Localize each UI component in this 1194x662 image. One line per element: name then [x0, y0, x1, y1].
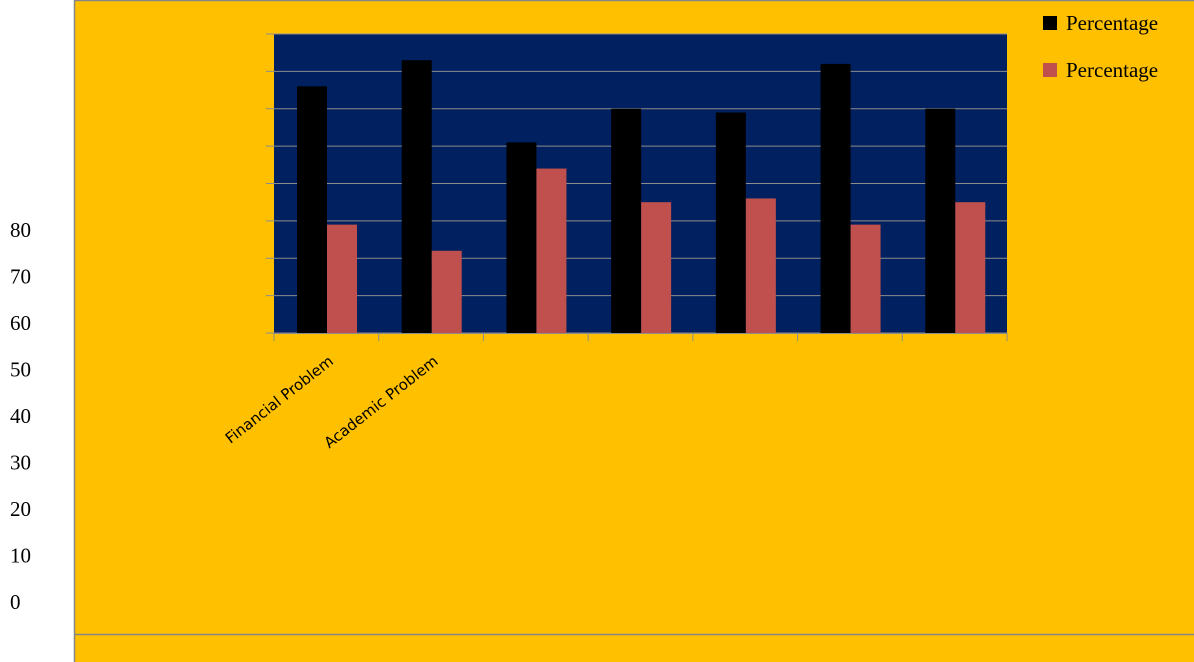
legend-swatch-series-2	[1043, 63, 1057, 77]
y-tick-label: 70	[10, 265, 31, 289]
bar-series-1-6	[820, 63, 851, 334]
bar-series-2-4	[641, 202, 672, 333]
y-tick-label: 60	[10, 311, 31, 335]
legend-label-series-2: Percentage	[1066, 58, 1158, 82]
bar-series-2-2	[431, 250, 462, 333]
bar-series-2-6	[850, 224, 881, 333]
y-tick-label: 20	[10, 497, 31, 521]
y-tick-label: 30	[10, 451, 31, 475]
y-tick-label: 50	[10, 358, 31, 382]
y-tick-label: 0	[10, 590, 21, 614]
bar-series-1-3	[506, 142, 537, 333]
bars	[297, 60, 986, 334]
bar-series-2-5	[745, 198, 776, 333]
bar-series-2-1	[327, 224, 357, 333]
bar-series-1-7	[925, 108, 956, 333]
y-tick-label: 10	[10, 544, 31, 568]
legend: Percentage Percentage	[1043, 11, 1158, 82]
bar-series-2-3	[536, 168, 567, 333]
legend-swatch-series-1	[1043, 16, 1057, 30]
bar-series-1-1	[297, 86, 327, 333]
legend-label-series-1: Percentage	[1066, 11, 1158, 35]
y-tick-label: 40	[10, 404, 31, 428]
bar-series-1-2	[401, 60, 432, 333]
x-axis	[273, 333, 1008, 341]
bar-series-1-4	[611, 108, 642, 333]
y-axis-labels: 80 70 60 50 40 30 20 10 0	[10, 218, 31, 614]
bar-series-1-5	[715, 112, 746, 333]
bar-series-2-7	[955, 202, 986, 333]
y-tick-label: 80	[10, 218, 31, 242]
